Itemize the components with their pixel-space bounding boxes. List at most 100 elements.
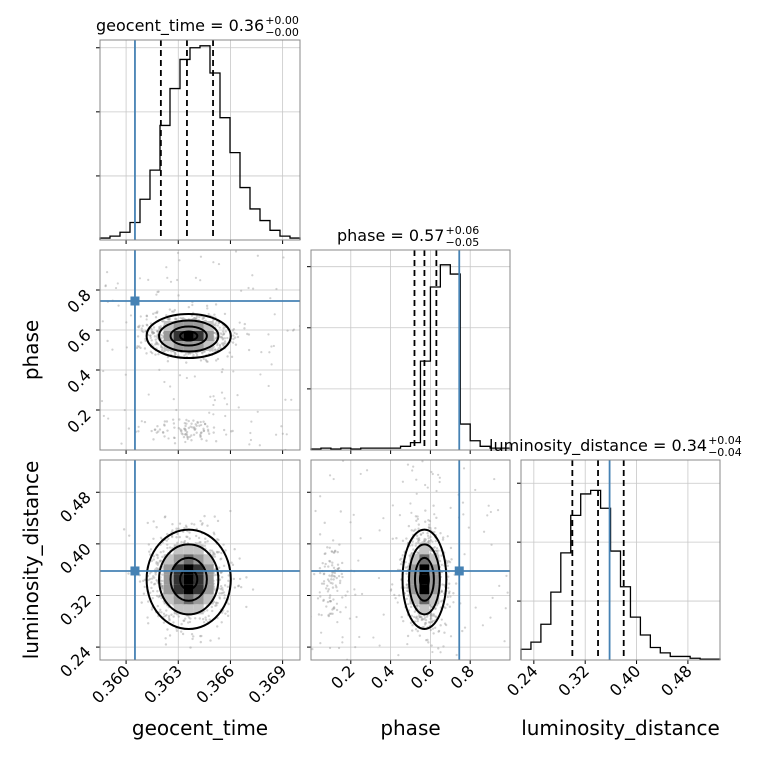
- sample-point-sparse: [232, 370, 235, 373]
- histogram-step-luminosity_distance: [520, 489, 721, 660]
- sample-point-secondary: [335, 585, 338, 589]
- sample-point: [161, 319, 164, 323]
- sample-point: [149, 334, 152, 337]
- sample-point-sparse: [504, 607, 507, 610]
- density-cell: [193, 544, 204, 555]
- sample-point: [166, 355, 170, 359]
- sample-point: [155, 330, 159, 333]
- sample-point-sparse: [107, 417, 110, 420]
- sample-point-sparse: [191, 303, 194, 307]
- sample-point: [428, 523, 431, 527]
- sample-point: [195, 353, 199, 357]
- sample-point: [447, 575, 450, 578]
- sample-point: [438, 559, 442, 563]
- sample-point-sparse: [424, 483, 427, 487]
- density-cell: [173, 341, 184, 351]
- sample-point-secondary: [212, 426, 216, 429]
- title-minus-error: −0.05: [445, 236, 479, 249]
- sample-point-sparse: [332, 477, 335, 481]
- sample-point: [161, 320, 165, 323]
- sample-point: [237, 584, 241, 587]
- sample-point: [440, 589, 443, 592]
- sample-point: [135, 346, 139, 350]
- sample-point-secondary: [321, 561, 324, 565]
- sample-point: [222, 341, 225, 345]
- x-tick-label-phase-2: 0.6: [407, 661, 438, 692]
- sample-point: [416, 515, 419, 518]
- sample-point: [216, 324, 220, 327]
- sample-point-sparse: [486, 514, 489, 517]
- sample-point: [145, 314, 148, 317]
- sample-point-sparse: [358, 635, 361, 639]
- sample-point: [184, 617, 187, 620]
- sample-point: [220, 335, 223, 339]
- x-tick-label-luminosity_distance-2: 0.40: [606, 661, 645, 700]
- sample-point-sparse: [341, 641, 344, 644]
- sample-point-secondary: [320, 582, 324, 585]
- sample-point-sparse: [337, 646, 341, 650]
- sample-point: [146, 324, 149, 327]
- sample-point: [158, 325, 161, 329]
- sample-point-sparse: [184, 440, 187, 444]
- sample-point-secondary: [180, 429, 183, 432]
- sample-point-secondary: [335, 608, 339, 612]
- sample-point: [224, 549, 227, 552]
- sample-point-secondary: [181, 433, 184, 436]
- sample-point: [426, 534, 430, 538]
- sample-point-sparse: [117, 304, 120, 307]
- sample-point: [150, 608, 154, 611]
- sample-point: [223, 594, 226, 597]
- sample-point: [150, 559, 154, 563]
- sample-point: [155, 562, 158, 565]
- sample-point-secondary: [222, 428, 226, 432]
- sample-point-secondary: [317, 613, 321, 616]
- sample-point: [219, 585, 223, 588]
- sample-point: [398, 558, 402, 561]
- sample-point: [182, 317, 185, 320]
- sample-point: [190, 522, 193, 525]
- sample-point-secondary: [325, 605, 328, 608]
- sample-point: [149, 336, 152, 340]
- sample-point: [220, 551, 223, 555]
- sample-point: [188, 531, 191, 534]
- sample-point-sparse: [490, 543, 493, 546]
- sample-point: [202, 357, 205, 361]
- sample-point: [235, 332, 238, 336]
- density-cell: [203, 341, 214, 351]
- sample-point: [166, 628, 169, 631]
- sample-point: [419, 533, 423, 536]
- histogram-frame-phase: [310, 249, 511, 451]
- sample-point: [201, 351, 204, 355]
- sample-point: [414, 628, 418, 631]
- sample-point: [226, 585, 230, 589]
- sample-point: [434, 526, 437, 530]
- sample-point-secondary: [323, 521, 326, 525]
- sample-point: [428, 519, 432, 523]
- sample-point-secondary: [330, 575, 333, 578]
- sample-point-secondary: [339, 610, 342, 614]
- density-cell: [429, 594, 440, 605]
- sample-point: [221, 591, 224, 595]
- contour-level-1: [158, 543, 220, 616]
- density-cell: [419, 554, 430, 565]
- sample-point-secondary: [163, 435, 166, 438]
- sample-point: [434, 615, 437, 618]
- sample-point: [188, 620, 192, 624]
- sample-point: [150, 351, 154, 355]
- sample-point-secondary: [200, 431, 203, 434]
- sample-point: [233, 336, 237, 339]
- density-cell: [173, 321, 184, 331]
- sample-point: [184, 352, 188, 355]
- sample-point-sparse: [175, 408, 178, 412]
- sample-point: [142, 579, 145, 583]
- sample-point-sparse: [120, 442, 123, 445]
- sample-point: [156, 310, 159, 313]
- sample-point-sparse: [207, 430, 210, 433]
- sample-point-secondary: [318, 566, 322, 570]
- sample-point: [424, 509, 427, 512]
- sample-point: [157, 352, 160, 356]
- sample-point-sparse: [275, 287, 278, 291]
- sample-point: [155, 594, 159, 598]
- sample-point: [428, 526, 431, 529]
- sample-point: [155, 342, 158, 346]
